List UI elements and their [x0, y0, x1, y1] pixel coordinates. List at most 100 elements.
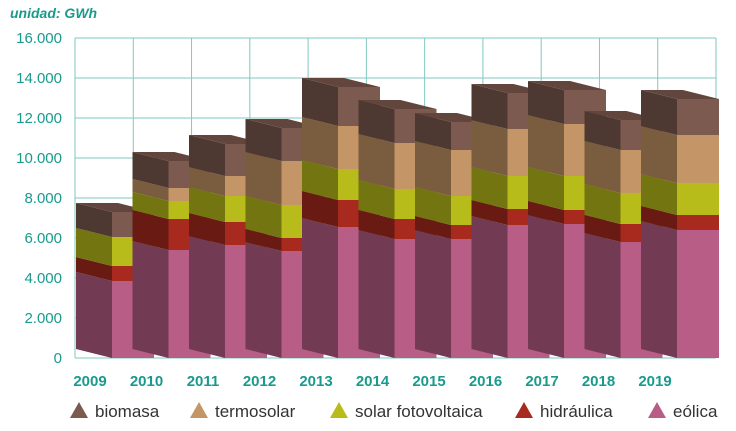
legend-swatch [330, 402, 348, 418]
bar-side [302, 191, 338, 227]
bar-side [76, 257, 112, 281]
bar [677, 215, 719, 230]
bar-side [641, 90, 677, 135]
bars [76, 78, 719, 358]
x-tick-label: 2018 [582, 373, 615, 390]
bar-side [584, 141, 621, 193]
bar-side [302, 117, 338, 169]
legend-item: biomasa [70, 402, 160, 421]
bar-segment [641, 221, 719, 358]
y-tick-label: 4.000 [24, 270, 62, 287]
bar-side [302, 78, 338, 126]
legend: biomasa termosolar solar fotovoltaica hidrá… [70, 402, 718, 421]
bar-segment [641, 90, 719, 135]
bar [677, 135, 719, 183]
x-tick-label: 2012 [243, 373, 276, 390]
x-axis: 2009 2010 2011 2012 2013 2014 2015 2016 2017 2018… [73, 373, 671, 390]
bar-side [245, 229, 282, 251]
bar-side [641, 221, 677, 358]
legend-item: solar fotovoltaica [330, 402, 483, 421]
legend-label: hidráulica [540, 402, 613, 421]
legend-label: biomasa [95, 402, 160, 421]
bar-side [528, 81, 564, 124]
legend-swatch [190, 402, 208, 418]
y-tick-label: 2.000 [24, 310, 62, 327]
bar-side [641, 174, 677, 215]
bar-side [415, 113, 451, 150]
legend-swatch [515, 402, 533, 418]
bar-side [584, 233, 621, 358]
bar-side [471, 167, 508, 209]
bar-side [415, 187, 451, 225]
bar-side [641, 206, 677, 230]
x-tick-label: 2010 [130, 373, 163, 390]
bar [677, 183, 719, 215]
x-tick-label: 2016 [469, 373, 502, 390]
y-tick-label: 0 [54, 350, 62, 367]
bar-side [641, 126, 677, 183]
bar-top [641, 90, 719, 99]
y-tick-label: 14.000 [16, 70, 62, 87]
bar-top [358, 100, 437, 109]
bar-side [415, 141, 451, 196]
legend-item: termosolar [190, 402, 296, 421]
legend-label: eólica [673, 402, 718, 421]
bar [677, 99, 719, 135]
bar-side [358, 134, 395, 189]
bar-side [302, 218, 338, 358]
y-axis: 0 2.000 4.000 6.000 8.000 10.000 12.000 14.000 1… [16, 30, 62, 367]
bar-side [471, 216, 508, 358]
y-tick-label: 8.000 [24, 190, 62, 207]
bar-side [132, 210, 169, 250]
bar-segment [641, 206, 719, 230]
bar-side [189, 135, 225, 176]
bar-side [76, 203, 112, 237]
bar-segment [641, 174, 719, 215]
bar-segment [641, 126, 719, 183]
x-tick-label: 2013 [299, 373, 332, 390]
bar-side [528, 167, 564, 210]
bar-side [76, 272, 112, 358]
bar-top [302, 78, 380, 87]
x-tick-label: 2014 [356, 373, 390, 390]
legend-swatch [648, 402, 666, 418]
bar-side [584, 184, 621, 224]
legend-item: hidráulica [515, 402, 613, 421]
bar-side [528, 115, 564, 176]
bar-side [471, 200, 508, 225]
x-tick-label: 2019 [638, 373, 671, 390]
bar-side [302, 160, 338, 200]
bar-side [245, 152, 282, 205]
x-tick-label: 2011 [187, 373, 220, 390]
bar-side [471, 120, 508, 176]
bar-stack-2019 [641, 90, 719, 358]
legend-item: eólica [648, 402, 718, 421]
y-tick-label: 12.000 [16, 110, 62, 127]
bar-side [189, 213, 225, 245]
unit-label: unidad: GWh [10, 5, 97, 21]
y-tick-label: 6.000 [24, 230, 62, 247]
bar-side [245, 196, 282, 238]
bar-side [76, 228, 112, 266]
bar-side [245, 242, 282, 358]
bar-side [132, 152, 169, 188]
bar-side [132, 179, 169, 201]
bar-side [471, 84, 508, 129]
legend-label: solar fotovoltaica [355, 402, 483, 421]
bar-side [584, 111, 621, 150]
y-tick-label: 10.000 [16, 150, 62, 167]
bar-side [528, 201, 564, 224]
bar-side [189, 187, 225, 222]
y-tick-label: 16.000 [16, 30, 62, 47]
bar-side [358, 180, 395, 219]
bar-side [358, 100, 395, 143]
x-tick-label: 2015 [412, 373, 445, 390]
bar-side [189, 236, 225, 358]
x-tick-label: 2009 [73, 373, 106, 390]
bar-side [528, 215, 564, 358]
bar-side [245, 119, 282, 161]
bar-side [358, 230, 395, 358]
bar-side [132, 241, 169, 358]
bar-side [189, 167, 225, 196]
bar-side [415, 230, 451, 358]
